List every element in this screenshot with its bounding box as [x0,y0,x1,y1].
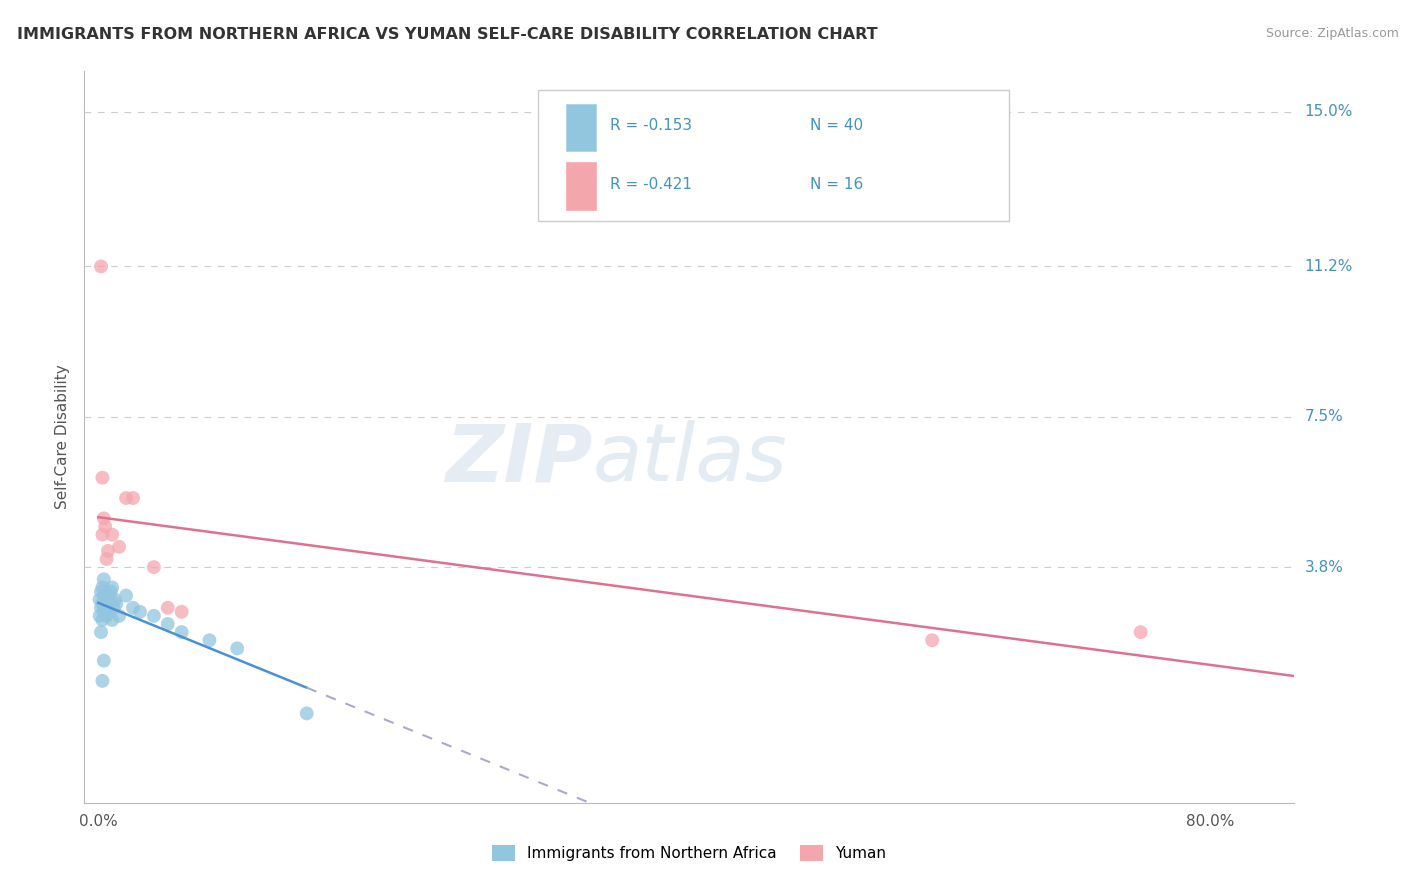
Point [122,600,145,615]
Point [142,560,165,574]
Point [89,592,111,607]
Point [170,605,193,619]
Point [96,608,118,623]
Point [101,527,124,541]
Text: ZIP: ZIP [444,420,592,498]
Point [90,260,112,274]
Legend: Immigrants from Northern Africa, Yuman: Immigrants from Northern Africa, Yuman [492,845,886,861]
Point [97,544,120,558]
Point [115,589,138,603]
Point [295,706,318,721]
Text: Source: ZipAtlas.com: Source: ZipAtlas.com [1265,27,1399,40]
Point [104,592,127,607]
Point [96,589,118,603]
Point [122,491,145,505]
Point [226,641,249,656]
Text: 15.0%: 15.0% [1305,104,1353,120]
Point [129,605,152,619]
Point [100,584,122,599]
Point [90,584,112,599]
Point [1129,625,1152,640]
Point [94,519,117,533]
FancyBboxPatch shape [565,103,596,152]
Point [93,654,115,668]
Point [90,625,112,640]
Point [91,471,114,485]
Point [96,552,118,566]
Text: 7.5%: 7.5% [1305,409,1343,425]
Text: IMMIGRANTS FROM NORTHERN AFRICA VS YUMAN SELF-CARE DISABILITY CORRELATION CHART: IMMIGRANTS FROM NORTHERN AFRICA VS YUMAN… [17,27,877,42]
Text: 11.2%: 11.2% [1305,259,1353,274]
Point [115,491,138,505]
Point [100,597,122,611]
Point [105,597,128,611]
Point [97,592,120,607]
Point [90,600,112,615]
Point [101,613,124,627]
Point [103,600,125,615]
FancyBboxPatch shape [565,162,596,210]
Text: N = 40: N = 40 [810,119,863,133]
Point [91,597,114,611]
Point [98,589,121,603]
Point [108,540,131,554]
Point [142,608,165,623]
Text: N = 16: N = 16 [810,177,863,192]
FancyBboxPatch shape [538,89,1010,221]
Text: R = -0.421: R = -0.421 [610,177,692,192]
Point [101,581,124,595]
Point [156,617,179,632]
Point [94,600,117,615]
Point [89,608,111,623]
Point [97,600,120,615]
Point [94,584,117,599]
Point [921,633,943,648]
Point [91,673,114,688]
Point [93,589,115,603]
Point [93,511,115,525]
Text: atlas: atlas [592,420,787,498]
Point [156,600,179,615]
Point [91,613,114,627]
Point [93,572,115,586]
Point [91,527,114,541]
Y-axis label: Self-Care Disability: Self-Care Disability [55,365,70,509]
Point [108,608,131,623]
Point [93,605,115,619]
Point [170,625,193,640]
Point [94,592,117,607]
Text: 3.8%: 3.8% [1305,559,1344,574]
Point [91,581,114,595]
Text: R = -0.153: R = -0.153 [610,119,693,133]
Point [98,605,121,619]
Point [96,597,118,611]
Point [198,633,221,648]
